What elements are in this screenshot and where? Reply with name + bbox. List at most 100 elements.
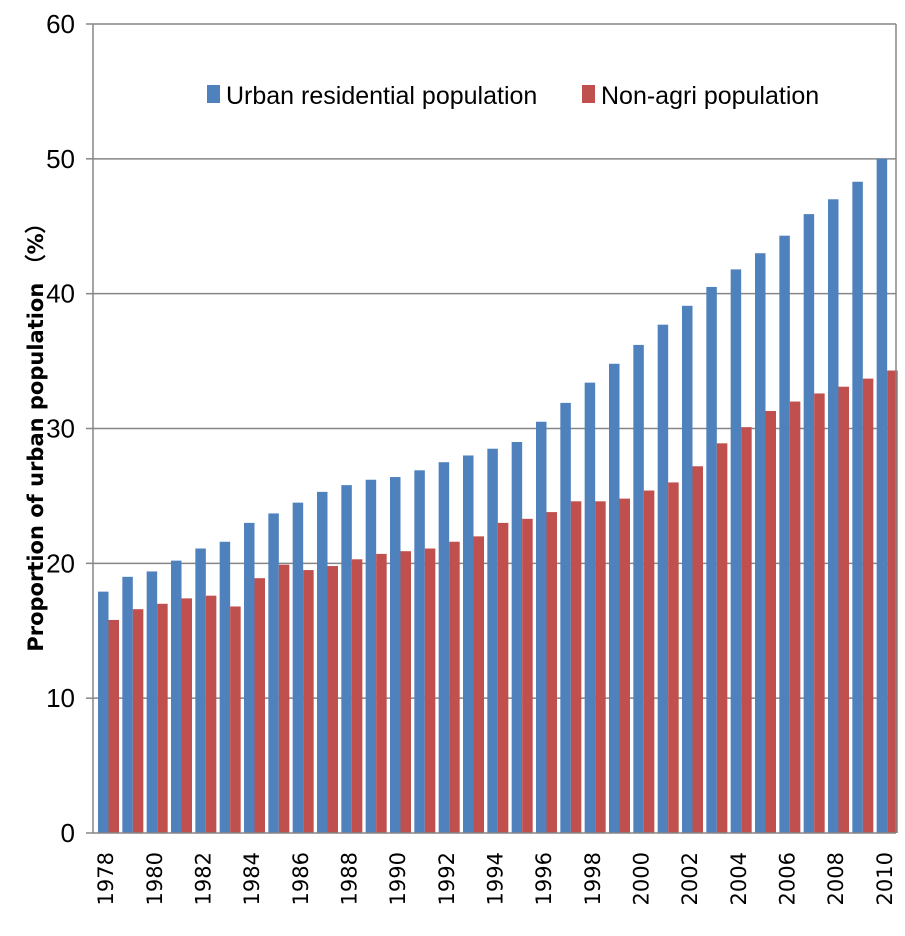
x-tick-label: 1990 [386,852,410,905]
bar-nonagri-1994 [497,522,509,833]
legend-swatch-nonagri [582,85,595,103]
bar-urban-2009 [852,181,863,833]
bar-nonagri-1989 [376,553,387,833]
bar-nonagri-2009 [862,378,874,833]
y-tick-label: 10 [46,683,75,713]
bar-urban-2010 [876,158,888,834]
bar-nonagri-1993 [473,536,484,833]
bar-nonagri-1998 [595,501,606,833]
bar-nonagri-2003 [716,443,728,833]
bar-nonagri-1997 [570,501,582,833]
bar-urban-1982 [195,548,206,833]
bar-nonagri-1996 [546,512,557,833]
bar-urban-2001 [657,324,669,833]
bar-urban-1980 [146,571,158,833]
bar-nonagri-1995 [522,518,533,833]
y-tick-labels: 0 10 20 30 40 50 60 [46,9,75,848]
y-tick-label: 20 [46,548,75,578]
bar-urban-1985 [268,513,279,833]
x-tick-label: 1982 [192,852,216,905]
bar-nonagri-1982 [205,595,217,833]
bars-group [98,158,898,834]
bar-nonagri-2007 [814,393,825,833]
y-tick-label: 40 [46,279,75,309]
bar-urban-1979 [122,576,133,833]
x-tick-label: 2008 [824,852,848,905]
bar-nonagri-2004 [741,427,752,833]
x-tick-label: 1996 [532,852,556,905]
bar-urban-1983 [219,541,231,833]
bar-urban-2004 [730,269,742,833]
bar-nonagri-1999 [619,498,630,833]
bar-nonagri-1983 [230,606,241,833]
legend-swatch-urban [207,85,220,103]
bar-urban-1991 [414,470,425,833]
legend-label-urban: Urban residential population [226,82,537,110]
bar-urban-1992 [438,462,450,833]
bar-urban-1993 [463,455,474,833]
bar-nonagri-1978 [108,619,119,833]
bar-urban-2000 [633,344,644,833]
bar-urban-2008 [828,199,839,834]
y-tick-label: 50 [46,144,75,174]
bar-nonagri-2001 [668,482,679,833]
bar-nonagri-2006 [789,401,801,833]
legend: Urban residential population Non-agri po… [207,82,819,110]
bar-urban-1996 [536,421,547,833]
bar-urban-1994 [487,448,498,833]
bar-urban-2002 [682,305,693,834]
x-tick-label: 1988 [338,852,362,905]
y-axis-title: Proportion of urban population （%） [24,212,48,651]
x-tick-label: 2004 [727,852,751,905]
bar-nonagri-1986 [303,570,314,833]
bar-nonagri-2008 [838,386,849,833]
bar-urban-1997 [560,402,571,833]
y-tick-label: 60 [46,9,75,39]
bar-urban-1981 [171,560,182,833]
bar-urban-1989 [365,479,377,833]
bar-urban-1999 [609,363,620,833]
bar-urban-1990 [390,477,401,833]
bar-nonagri-2005 [765,410,776,833]
bar-nonagri-1981 [181,598,192,833]
bar-urban-1995 [511,441,523,833]
x-tick-label: 1978 [94,852,118,905]
legend-label-nonagri: Non-agri population [601,82,819,110]
bar-nonagri-1991 [424,548,436,833]
bar-nonagri-1990 [400,551,411,833]
x-tick-labels: 1978 1980 1982 1984 1986 1988 1990 1992 1994 1996… [94,852,897,905]
bar-nonagri-1988 [351,559,363,833]
bar-urban-1978 [98,591,109,833]
bar-urban-1984 [244,522,255,833]
bar-nonagri-2000 [643,490,655,833]
bar-urban-1988 [341,485,352,833]
bar-urban-1987 [317,491,328,833]
x-tick-label: 1994 [484,852,508,905]
y-tick-label: 30 [46,414,75,444]
bar-urban-2003 [706,286,717,833]
x-tick-label: 1984 [240,852,264,905]
axes [92,24,897,834]
bar-urban-2005 [755,253,766,833]
bar-nonagri-1980 [157,603,168,833]
x-tick-label: 1992 [435,852,459,905]
bar-urban-1986 [292,502,304,833]
bar-nonagri-1987 [327,566,338,833]
y-tick-label: 0 [61,818,75,848]
x-tick-label: 1986 [289,852,313,905]
x-tick-label: 2006 [776,852,800,905]
x-tick-label: 1980 [143,852,167,905]
bar-nonagri-1985 [278,564,290,833]
bar-nonagri-2010 [887,370,898,833]
x-tick-label: 2002 [678,852,702,905]
bar-nonagri-1979 [132,609,144,833]
x-tick-label: 1998 [581,852,605,905]
bar-nonagri-1992 [449,541,460,833]
bar-urban-2007 [803,214,815,834]
bar-urban-1998 [584,382,596,833]
x-tick-label: 2000 [630,852,654,905]
bar-urban-2006 [779,235,790,833]
bar-nonagri-2002 [692,466,703,833]
bar-nonagri-1984 [254,578,265,833]
